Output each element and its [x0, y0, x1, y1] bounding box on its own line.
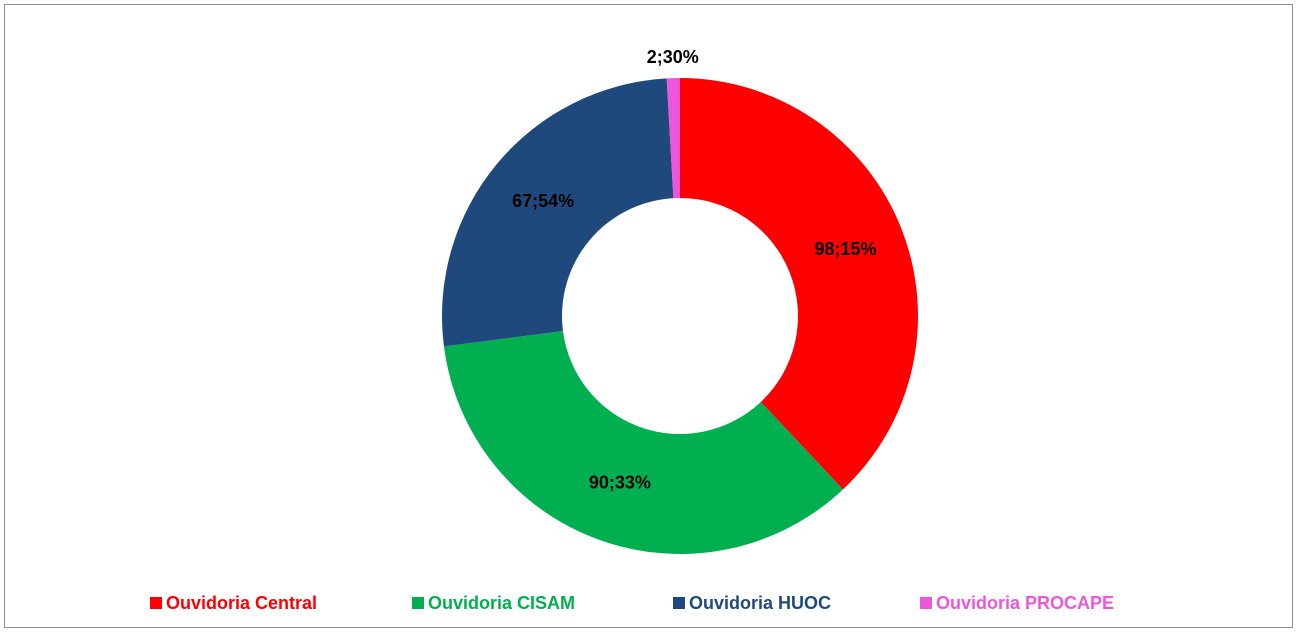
- legend-swatch: [920, 597, 932, 609]
- data-label: 67;54%: [512, 191, 574, 211]
- donut-slice: [666, 78, 680, 199]
- donut-slice: [680, 78, 918, 490]
- legend-label: Ouvidoria PROCAPE: [936, 593, 1114, 613]
- data-label: 98;15%: [814, 239, 876, 259]
- legend-swatch: [412, 597, 424, 609]
- legend-label: Ouvidoria CISAM: [428, 593, 575, 613]
- donut-slice: [443, 331, 843, 554]
- donut-slice: [442, 78, 674, 347]
- data-label: 90;33%: [589, 472, 651, 492]
- legend-swatch: [673, 597, 685, 609]
- legend-swatch: [150, 597, 162, 609]
- legend-label: Ouvidoria HUOC: [689, 593, 831, 613]
- legend-label: Ouvidoria Central: [166, 593, 317, 613]
- data-label: 2;30%: [647, 47, 699, 67]
